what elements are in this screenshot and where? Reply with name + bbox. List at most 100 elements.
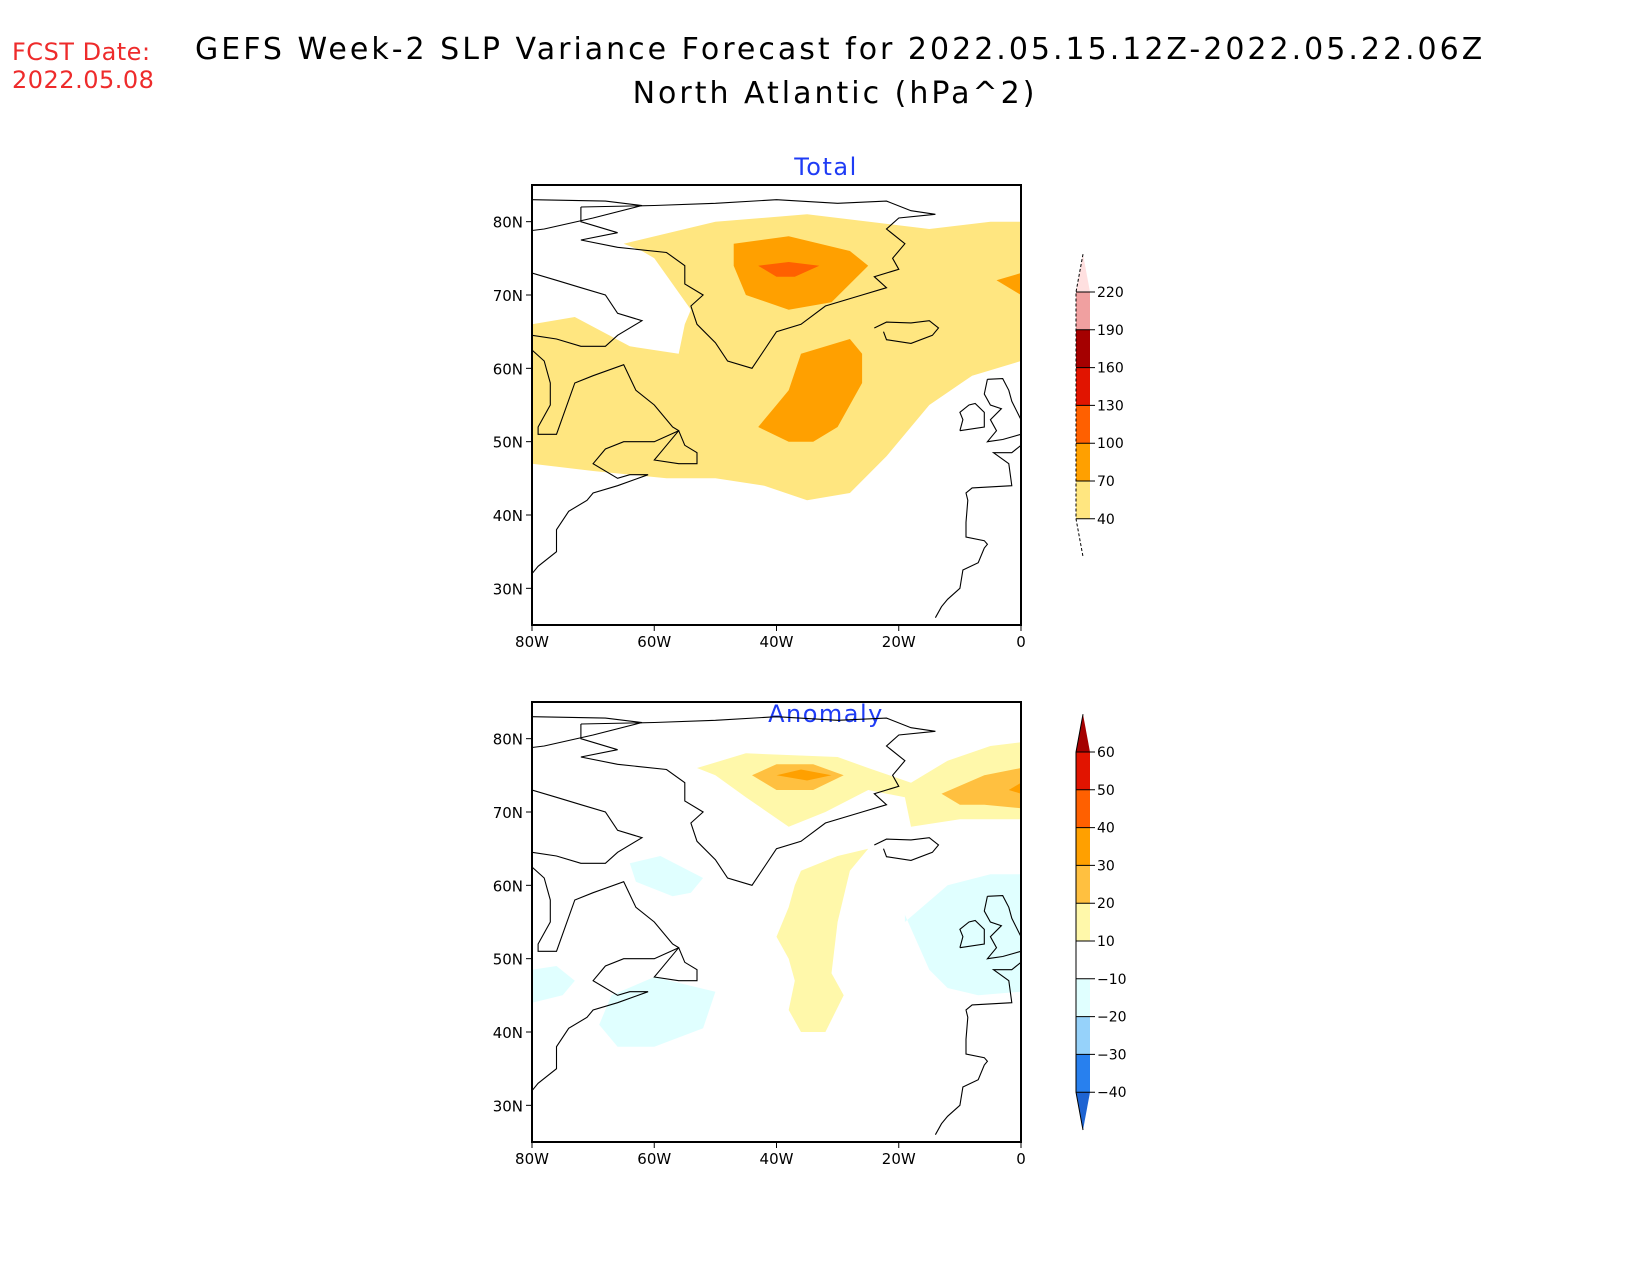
- colorbar-label: 10: [1097, 934, 1115, 950]
- coastline: [959, 402, 985, 432]
- shaded-region-anom-minus10-us-coast: [599, 977, 716, 1047]
- y-tick-label: 40N: [493, 507, 523, 525]
- x-tick-label: 80W: [515, 633, 549, 651]
- shaded-region-anom-10-20-central: [776, 848, 869, 1032]
- colorbar-swatch: [1076, 367, 1090, 406]
- colorbar-label: 40: [1097, 821, 1115, 837]
- colorbar-swatch: [1076, 865, 1090, 904]
- colorbar-swatch: [1076, 752, 1090, 790]
- colorbar-swatch: [1076, 481, 1090, 519]
- colorbar-swatch: [1076, 903, 1090, 941]
- y-tick-label: 80N: [493, 214, 523, 232]
- coastline: [532, 789, 644, 864]
- map-panel-total: 80W 60W 40W 20W 0 80N 70N 60N 50N 40N 30N 40 70 100 13…: [493, 184, 1124, 651]
- shaded-region-total-40-70-band: [532, 214, 1021, 501]
- colorbar-label: 40: [1097, 512, 1115, 528]
- y-tick-label: 30N: [493, 580, 523, 598]
- shaded-region-anom-minus10-labrador: [629, 856, 704, 897]
- coastline: [934, 961, 1021, 1135]
- coastline: [983, 378, 1021, 443]
- colorbar-swatch: [1076, 405, 1090, 444]
- y-tick-label: 70N: [493, 287, 523, 305]
- shaded-region-total-70-100-central: [758, 339, 863, 442]
- x-tick-label: 60W: [637, 633, 671, 651]
- shaded-region-total-100-130-north: [758, 262, 820, 277]
- colorbar-above-triangle: [1076, 254, 1090, 292]
- colorbar-label: 60: [1097, 745, 1115, 761]
- y-tick-label: 30N: [493, 1097, 523, 1115]
- colorbar-label: −20: [1097, 1010, 1127, 1026]
- shaded-region-anom-minus10-uk: [904, 874, 1021, 996]
- colorbar-below-triangle: [1076, 518, 1090, 557]
- map-panel-anomaly: 80W 60W 40W 20W 0 80N 70N 60N 50N 40N 30N −40 −30 −20…: [493, 701, 1127, 1168]
- colorbar-label: 130: [1097, 398, 1124, 414]
- x-tick-label: 0: [1016, 633, 1026, 651]
- colorbar-swatch: [1076, 941, 1090, 979]
- colorbar-label: 30: [1097, 858, 1115, 874]
- colorbar-swatch: [1076, 329, 1090, 368]
- colorbar-outline: [1075, 714, 1084, 1131]
- map-content: [532, 199, 1021, 618]
- colorbar-anomaly: −40 −30 −20 −10 10 20 30 40 50 60: [1075, 714, 1127, 1131]
- coastline: [580, 716, 936, 886]
- fcst-date-value: 2022.05.08: [12, 66, 155, 94]
- coastline: [874, 837, 940, 861]
- coastline: [934, 444, 1021, 618]
- shaded-region-anom-10-20-greenland: [697, 742, 1021, 827]
- y-tick-label: 70N: [493, 804, 523, 822]
- y-tick-label: 80N: [493, 731, 523, 749]
- fcst-date-label: FCST Date:: [12, 38, 151, 66]
- x-tick-label: 40W: [760, 633, 794, 651]
- map-content: [532, 716, 1021, 1135]
- colorbar-label: −10: [1097, 972, 1127, 988]
- y-tick-label: 50N: [493, 951, 523, 969]
- x-tick-label: 0: [1016, 1150, 1026, 1168]
- colorbar-label: −40: [1097, 1085, 1127, 1101]
- panel-title-anomaly: Anomaly: [768, 700, 884, 728]
- colorbar-above-triangle: [1076, 714, 1090, 752]
- x-tick-label: 60W: [637, 1150, 671, 1168]
- colorbar-label: 190: [1097, 323, 1124, 339]
- shaded-region-anom-30-40-greenland: [776, 769, 832, 781]
- colorbar-swatch: [1076, 978, 1090, 1017]
- colorbar-swatch: [1076, 443, 1090, 481]
- coastline: [532, 349, 698, 575]
- colorbar-label: 50: [1097, 783, 1115, 799]
- colorbar-swatch: [1076, 827, 1090, 866]
- colorbar-label: 70: [1097, 474, 1115, 490]
- colorbar-below-triangle: [1076, 1092, 1090, 1130]
- x-tick-label: 80W: [515, 1150, 549, 1168]
- coastline: [874, 320, 940, 344]
- coastline: [532, 716, 643, 749]
- colorbar-label: −30: [1097, 1047, 1127, 1063]
- colorbar-label: 160: [1097, 361, 1124, 377]
- coastline: [532, 199, 643, 232]
- shaded-region-anom-30-40-east-edge: [1008, 782, 1021, 794]
- colorbar-swatch: [1076, 292, 1090, 330]
- y-tick-label: 40N: [493, 1024, 523, 1042]
- y-tick-label: 50N: [493, 434, 523, 452]
- x-tick-label: 20W: [882, 633, 916, 651]
- coastline: [580, 199, 936, 369]
- coastline: [532, 272, 644, 347]
- colorbar-swatch: [1076, 1016, 1090, 1055]
- panel-title-total: Total: [794, 153, 858, 181]
- colorbar-label: 100: [1097, 436, 1124, 452]
- colorbar-total: 40 70 100 130 160 190 220: [1075, 254, 1124, 557]
- y-tick-label: 60N: [493, 360, 523, 378]
- colorbar-swatch: [1076, 789, 1090, 828]
- chart-title: GEFS Week-2 SLP Variance Forecast for 20…: [195, 32, 1486, 67]
- coastline: [532, 866, 698, 1092]
- x-tick-label: 40W: [760, 1150, 794, 1168]
- y-tick-label: 60N: [493, 877, 523, 895]
- chart-subtitle: North Atlantic (hPa^2): [632, 76, 1038, 111]
- shaded-region-anom-20-30-east: [941, 768, 1021, 809]
- colorbar-label: 220: [1097, 285, 1124, 301]
- colorbar-label: 20: [1097, 896, 1115, 912]
- coastline: [983, 895, 1021, 960]
- shaded-region-total-70-100-east-edge: [996, 273, 1021, 295]
- colorbar-swatch: [1076, 1054, 1090, 1093]
- coastline: [959, 919, 985, 949]
- x-tick-label: 20W: [882, 1150, 916, 1168]
